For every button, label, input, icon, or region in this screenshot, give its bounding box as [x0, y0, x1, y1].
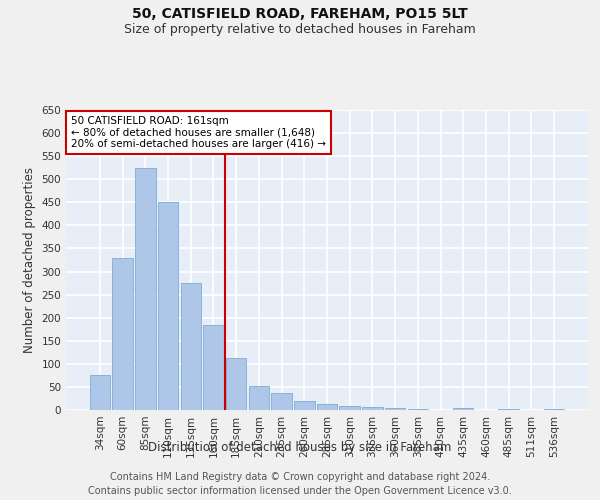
Text: Distribution of detached houses by size in Fareham: Distribution of detached houses by size …: [148, 441, 452, 454]
Bar: [135, 168, 155, 410]
Text: Size of property relative to detached houses in Fareham: Size of property relative to detached ho…: [124, 22, 476, 36]
Text: Contains public sector information licensed under the Open Government Licence v3: Contains public sector information licen…: [88, 486, 512, 496]
Text: 50, CATISFIELD ROAD, FAREHAM, PO15 5LT: 50, CATISFIELD ROAD, FAREHAM, PO15 5LT: [132, 8, 468, 22]
Bar: [226, 358, 247, 410]
Text: 50 CATISFIELD ROAD: 161sqm
← 80% of detached houses are smaller (1,648)
20% of s: 50 CATISFIELD ROAD: 161sqm ← 80% of deta…: [71, 116, 326, 149]
Bar: [271, 394, 292, 410]
Bar: [112, 258, 133, 410]
Bar: [499, 408, 519, 410]
Bar: [544, 408, 564, 410]
Y-axis label: Number of detached properties: Number of detached properties: [23, 167, 36, 353]
Bar: [385, 408, 406, 410]
Bar: [362, 407, 383, 410]
Bar: [90, 376, 110, 410]
Bar: [203, 324, 224, 410]
Bar: [158, 202, 178, 410]
Bar: [407, 408, 428, 410]
Bar: [317, 404, 337, 410]
Bar: [294, 401, 314, 410]
Bar: [181, 283, 201, 410]
Text: Contains HM Land Registry data © Crown copyright and database right 2024.: Contains HM Land Registry data © Crown c…: [110, 472, 490, 482]
Bar: [340, 406, 360, 410]
Bar: [248, 386, 269, 410]
Bar: [453, 408, 473, 410]
